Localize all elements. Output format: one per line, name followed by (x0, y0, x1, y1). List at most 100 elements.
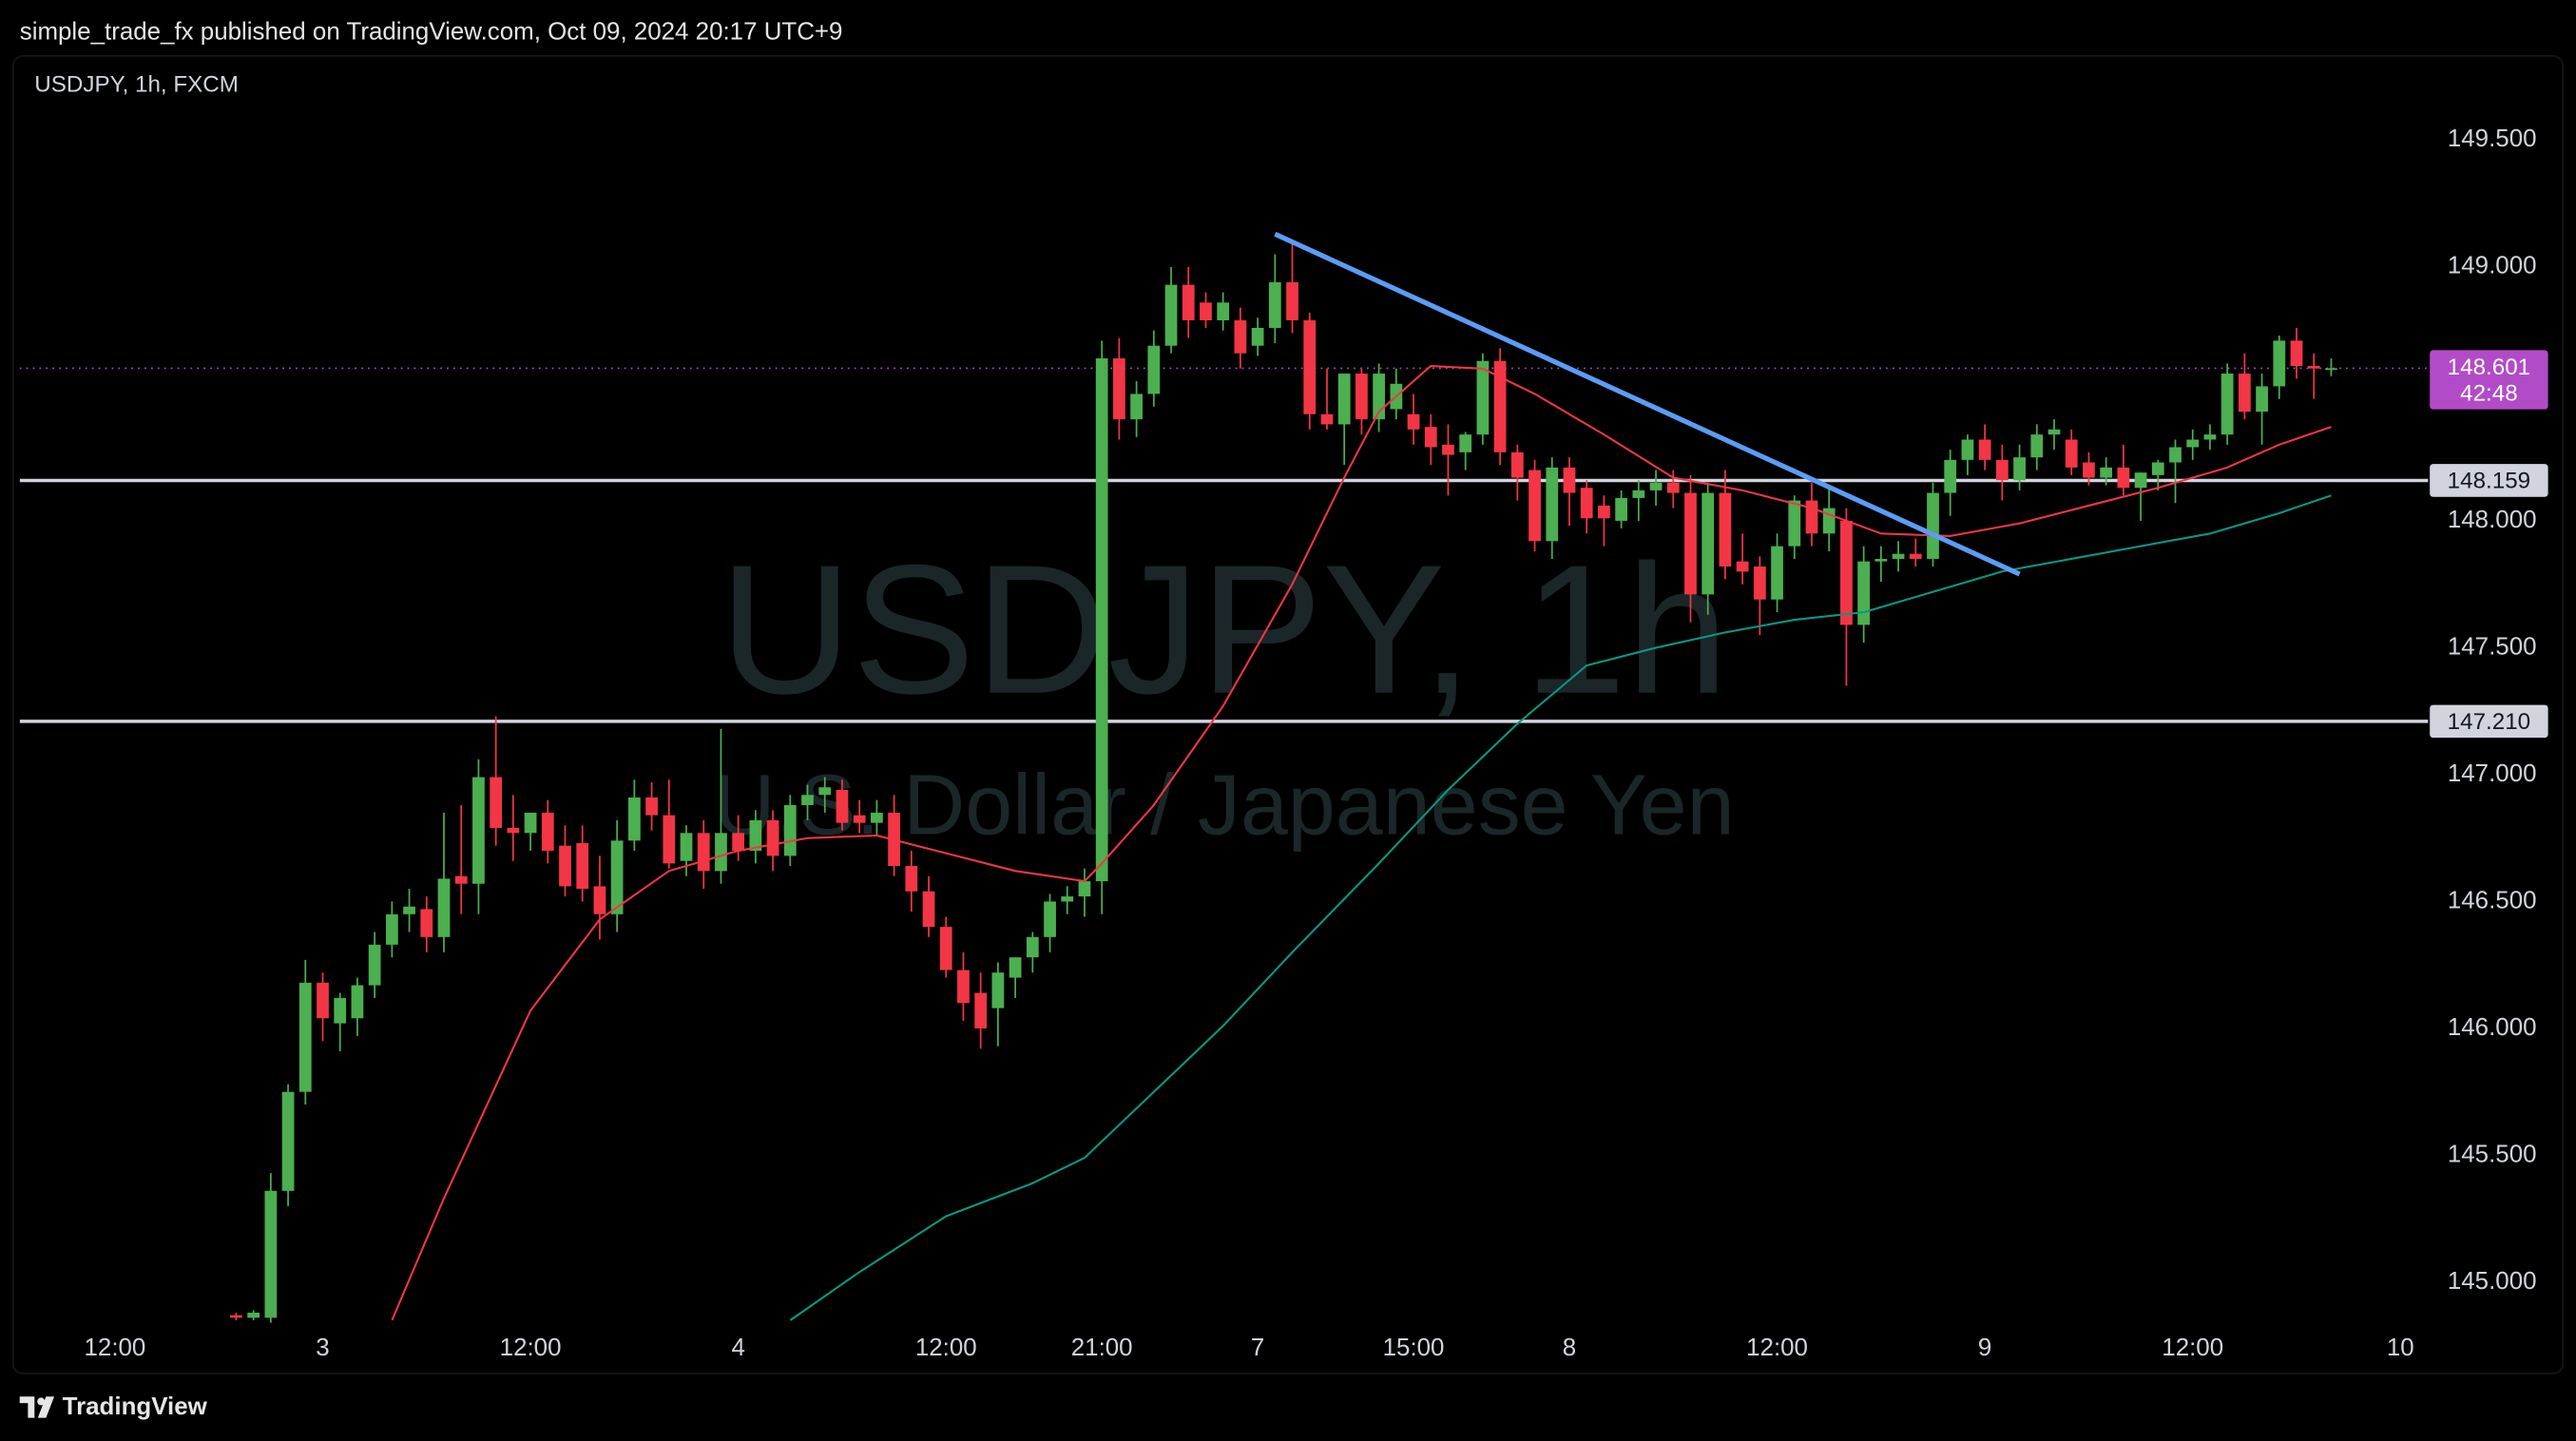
candle-body (645, 797, 658, 816)
x-tick-label: 3 (316, 1335, 329, 1361)
candle-body (1200, 302, 1212, 320)
candle-body (2186, 439, 2200, 448)
candle-body (1113, 358, 1125, 420)
candle-body (1268, 281, 1281, 328)
candle-body (437, 878, 451, 937)
candle-body (2047, 429, 2061, 435)
candle-body (1164, 284, 1178, 346)
candle-body (1510, 452, 1524, 478)
x-tick-label: 12:00 (2162, 1335, 2223, 1361)
candle-body (1147, 345, 1161, 394)
x-tick-label: 12:00 (500, 1335, 562, 1361)
candle-body (2151, 462, 2164, 475)
candle-body (853, 815, 866, 823)
candle-body (1580, 488, 1593, 519)
x-tick-label: 15:00 (1383, 1335, 1445, 1361)
y-tick-label: 147.500 (2448, 633, 2537, 660)
candle-body (559, 845, 571, 887)
y-tick-label: 147.000 (2448, 760, 2537, 787)
candle-body (1632, 490, 1645, 498)
level-label: 147.210 (2448, 709, 2530, 735)
x-tick-label: 12:00 (85, 1335, 146, 1361)
watermark-subtitle: U.S. Dollar / Japanese Yen (714, 759, 1735, 854)
candle-body (2325, 368, 2337, 371)
candle-body (1095, 358, 1108, 882)
countdown-label: 42:48 (2460, 380, 2518, 406)
candle-body (1944, 459, 1957, 493)
x-tick-label: 4 (731, 1335, 744, 1361)
candle-body (1666, 482, 1680, 493)
candle-body (507, 828, 520, 834)
candle-body (2238, 374, 2251, 413)
candle-body (974, 992, 988, 1028)
y-tick-label: 146.000 (2448, 1014, 2537, 1041)
candle-body (1892, 553, 1905, 559)
candle-body (1061, 896, 1074, 902)
candle-body (1598, 505, 1610, 519)
level-label: 148.159 (2448, 469, 2530, 494)
candle-body (247, 1312, 260, 1318)
candle-body (334, 997, 347, 1024)
level-label-box (2430, 464, 2548, 497)
y-tick-label: 145.500 (2448, 1141, 2537, 1167)
watermark: USDJPY, 1h U.S. Dollar / Japanese Yen (714, 528, 1735, 854)
candle-body (472, 777, 485, 884)
candle-body (1995, 459, 2009, 481)
candle-body (1009, 957, 1022, 978)
header: simple_trade_fx published on TradingView… (20, 19, 843, 46)
candle-body (1407, 413, 1420, 430)
candle-body (2065, 439, 2078, 468)
candle-body (1234, 319, 1247, 354)
candle-body (1044, 901, 1056, 937)
candle-body (1788, 500, 1801, 547)
candle-body (749, 819, 762, 852)
candle-body (230, 1315, 242, 1318)
candle-body (576, 843, 589, 890)
candle-body (1476, 360, 1490, 435)
candle-body (991, 972, 1005, 1009)
candle-body (766, 819, 779, 856)
candle-body (264, 1190, 278, 1318)
candle-body (1684, 492, 1697, 595)
candle-body (2030, 434, 2044, 458)
candle-body (1493, 360, 1507, 452)
y-tick-label: 148.000 (2448, 507, 2537, 533)
candle-body (697, 833, 710, 872)
candle-body (281, 1091, 295, 1191)
candle-body (2273, 340, 2286, 387)
candle-body (351, 985, 364, 1019)
candle-body (1719, 492, 1732, 567)
candle-body (1771, 546, 1783, 600)
candle-body (922, 891, 935, 928)
candle-body (2220, 374, 2234, 435)
candle-body (454, 875, 468, 884)
candle-body (905, 866, 918, 892)
candle-body (1355, 374, 1368, 420)
watermark-title: USDJPY, 1h (720, 528, 1729, 733)
footer-brand[interactable]: TradingView (63, 1393, 208, 1420)
candle-body (1857, 561, 1871, 625)
x-tick-label: 21:00 (1071, 1335, 1133, 1361)
candle-body (2134, 472, 2147, 489)
x-tick-label: 10 (2387, 1335, 2414, 1361)
candle-body (420, 909, 433, 937)
candle-body (1546, 467, 1559, 542)
moving-average (391, 364, 2332, 1321)
candle-body (1822, 508, 1836, 534)
candle-body (1840, 520, 1853, 625)
symbol-legend: USDJPY, 1h, FXCM (34, 71, 239, 97)
chart-frame (11, 55, 2565, 1374)
candle-body (1182, 284, 1195, 320)
last-price-box (2430, 350, 2548, 410)
x-tick-label: 9 (1978, 1335, 1991, 1361)
candle-body (1286, 281, 1298, 320)
candle-body (732, 833, 745, 852)
moving-average (789, 494, 2332, 1321)
candle-body (2307, 366, 2320, 369)
candle-body (2100, 467, 2113, 478)
candle-body (1026, 936, 1039, 958)
x-tick-label: 7 (1251, 1335, 1264, 1361)
y-tick-label: 149.500 (2448, 125, 2537, 152)
